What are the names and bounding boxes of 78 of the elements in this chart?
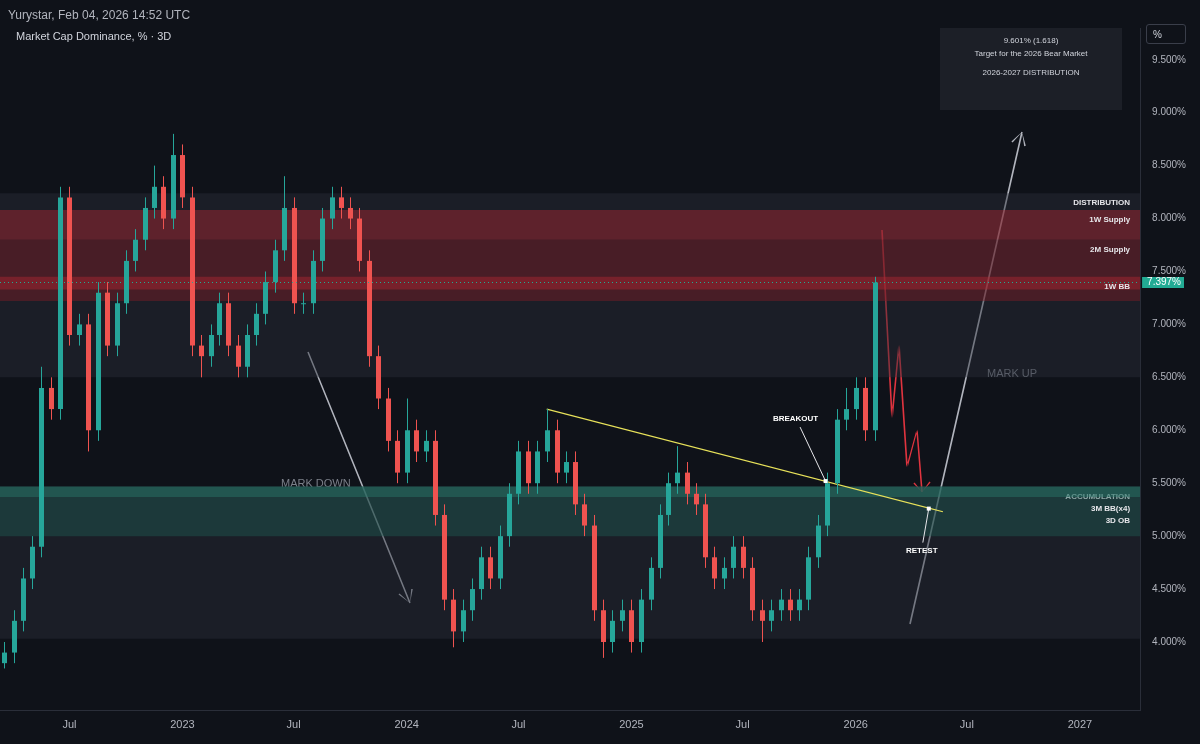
y-tick-label: 5.500% <box>1152 476 1187 488</box>
candlestick <box>301 292 306 315</box>
x-tick-label: Jul <box>511 718 526 731</box>
text: Yurystar, Feb 04, 2026 14:52 UTC <box>8 8 191 22</box>
annotation: 2026-2027 DISTRIBUTION <box>981 68 1081 77</box>
y-axis-title: % <box>1146 24 1186 44</box>
note-box: 9.601% (1.618) Target for the 2026 Bear Market 2026-2027 DISTRIBUTION <box>940 28 1122 110</box>
candlestick <box>854 376 859 421</box>
candlestick <box>424 429 429 463</box>
y-tick-label: 4.000% <box>1152 635 1187 647</box>
candlestick <box>545 408 550 463</box>
x-tick-label: Jul <box>735 718 750 731</box>
x-tick-label: 2024 <box>394 718 419 731</box>
band-label: 1W Supply <box>1089 215 1131 225</box>
x-tick-label: Jul <box>959 718 974 731</box>
y-tick-label: 8.500% <box>1152 159 1187 171</box>
annotation: MARK DOWN <box>281 477 351 489</box>
candlestick <box>49 376 54 421</box>
y-tick-label: 7.000% <box>1152 318 1187 330</box>
candlestick <box>461 599 466 643</box>
candlestick <box>348 196 353 230</box>
candlestick <box>685 461 690 505</box>
candlestick <box>77 313 82 347</box>
y-tick-label: 9.000% <box>1152 106 1187 118</box>
candlestick <box>797 588 802 622</box>
candlestick <box>731 535 736 579</box>
candlestick <box>133 228 138 272</box>
candlestick <box>675 445 680 495</box>
x-tick-label: Jul <box>286 718 301 731</box>
y-tick-label: 7.500% <box>1152 265 1187 277</box>
candlestick <box>722 556 727 590</box>
annotation: MARK UP <box>987 367 1038 379</box>
y-tick-label: 9.500% <box>1152 53 1187 65</box>
candlestick <box>236 334 241 378</box>
annotation: BREAKOUT <box>772 414 819 424</box>
y-tick-label: 8.000% <box>1152 212 1187 224</box>
candlestick <box>152 165 157 220</box>
x-tick-label: 2023 <box>170 718 195 731</box>
y-tick-label: 6.000% <box>1152 424 1187 436</box>
chart-title: Market Cap Dominance, % · 3D <box>16 30 172 42</box>
x-tick-label: 2027 <box>1067 718 1093 731</box>
candlestick <box>414 419 419 463</box>
candlestick <box>339 186 344 220</box>
y-tick-label: 5.000% <box>1152 529 1187 541</box>
candlestick <box>582 493 587 537</box>
candlestick <box>760 599 765 643</box>
candlestick <box>694 482 699 516</box>
annotation: 9.601% (1.618) <box>1002 36 1060 45</box>
annotation: Target for the 2026 Bear Market <box>973 49 1089 58</box>
ref-line-label: 7.397% <box>1147 276 1182 288</box>
band-label: ACCUMULATION <box>1065 491 1131 501</box>
candlestick <box>741 535 746 579</box>
candlestick <box>564 450 569 484</box>
candlestick <box>199 334 204 378</box>
candlestick <box>620 599 625 632</box>
band-label: DISTRIBUTION <box>1073 198 1131 208</box>
x-tick-label: 2026 <box>843 718 868 731</box>
candlestick <box>769 599 774 632</box>
candlestick <box>209 323 214 368</box>
candlestick <box>488 546 493 590</box>
band-label: 2M Supply <box>1090 244 1131 254</box>
candlestick <box>330 186 335 230</box>
candlestick <box>470 577 475 622</box>
candlestick <box>254 302 259 347</box>
annotation: RETEST <box>905 545 938 555</box>
candlestick <box>788 588 793 622</box>
y-tick-label: 4.500% <box>1152 582 1187 594</box>
x-tick-label: Jul <box>62 718 77 731</box>
candlestick <box>610 609 615 654</box>
candlestick <box>779 588 784 622</box>
candlestick <box>2 641 7 669</box>
x-tick-label: 2025 <box>619 718 644 731</box>
y-tick-label: 6.500% <box>1152 371 1187 383</box>
candlestick <box>844 387 849 431</box>
band-label: 3D OB <box>1105 515 1131 525</box>
candlestick <box>712 546 717 590</box>
band-label: 1W BB <box>1104 281 1131 291</box>
band-label: 3M BB(x4) <box>1090 503 1131 513</box>
